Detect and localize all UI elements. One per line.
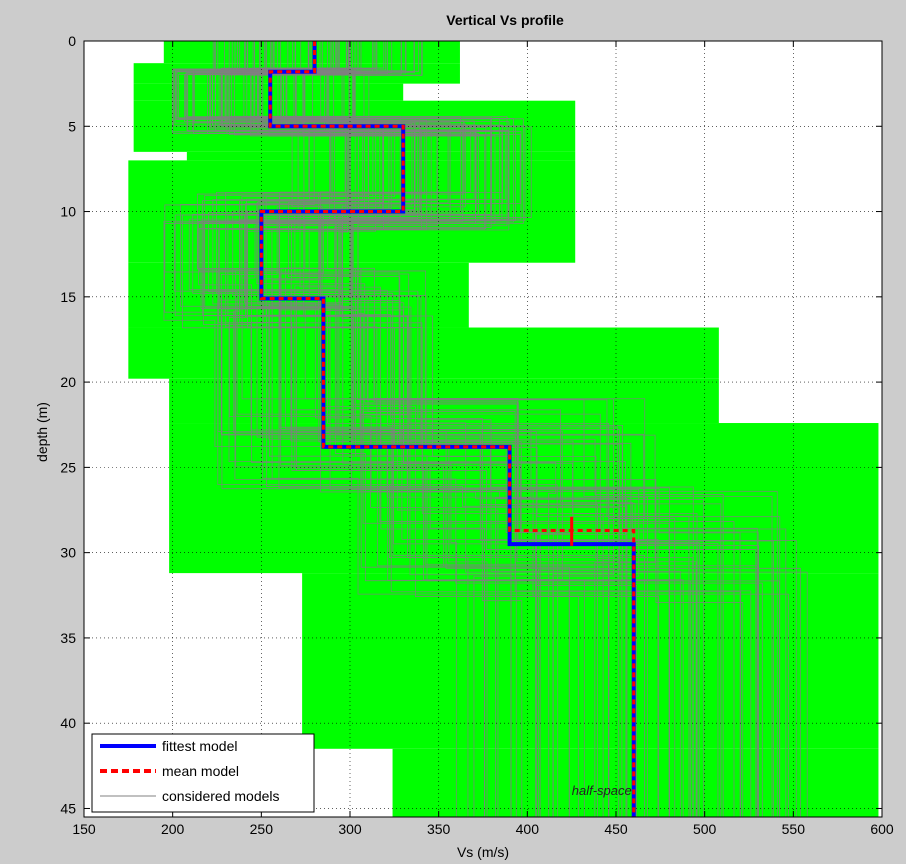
considered-model	[186, 41, 659, 817]
y-axis-label: depth (m)	[34, 402, 50, 462]
y-axis-ticks: 0 5 10 15 20 25 30 35 40 45	[60, 33, 882, 816]
considered-model	[234, 41, 724, 817]
x-axis-label: Vs (m/s)	[457, 844, 509, 860]
x-tick-label: 150	[72, 821, 96, 837]
x-tick-label: 300	[338, 821, 362, 837]
considered-model	[291, 41, 648, 817]
considered-model	[184, 41, 742, 817]
considered-model	[245, 41, 735, 817]
considered-model	[192, 41, 694, 817]
considered-model	[232, 41, 488, 817]
considered-model	[174, 41, 645, 817]
x-tick-label: 600	[870, 821, 894, 837]
considered-model	[254, 41, 759, 817]
x-tick-label: 350	[427, 821, 451, 837]
considered-model	[202, 41, 620, 817]
y-tick-label: 10	[60, 204, 76, 220]
considered-model	[265, 41, 705, 817]
considered-model	[277, 41, 524, 817]
considered-model	[172, 41, 541, 817]
considered-model	[295, 41, 774, 817]
considered-model	[225, 41, 670, 817]
considered-model	[164, 41, 670, 817]
x-tick-label: 400	[516, 821, 540, 837]
plot-frame	[83, 40, 883, 818]
legend-label-fittest: fittest model	[162, 738, 237, 754]
y-tick-label: 30	[60, 545, 76, 561]
considered-model	[181, 41, 808, 817]
mean-model-line	[259, 41, 636, 817]
search-range-layer-0	[163, 41, 460, 64]
considered-model	[270, 41, 609, 817]
y-tick-label: 40	[60, 715, 76, 731]
considered-model	[210, 41, 797, 817]
x-tick-label: 450	[604, 821, 628, 837]
considered-model	[287, 41, 523, 817]
considered-model	[212, 41, 656, 817]
y-tick-label: 0	[68, 33, 76, 49]
considered-model	[220, 41, 645, 817]
grid-lines	[84, 41, 882, 817]
considered-models	[163, 41, 808, 817]
considered-model	[178, 41, 601, 817]
considered-model	[259, 41, 781, 817]
considered-model	[193, 41, 604, 817]
considered-model	[234, 41, 757, 817]
considered-model	[176, 41, 623, 817]
considered-model	[244, 41, 773, 817]
considered-model	[219, 41, 514, 817]
x-tick-label: 250	[250, 821, 274, 837]
considered-model	[200, 41, 697, 817]
considered-model	[226, 41, 659, 817]
chart-title: Vertical Vs profile	[446, 12, 564, 28]
y-tick-label: 15	[60, 289, 76, 305]
y-tick-label: 35	[60, 630, 76, 646]
search-range-layer-10	[302, 573, 879, 749]
x-tick-label: 500	[693, 821, 717, 837]
search-range-layer-7	[128, 327, 719, 379]
plot-area	[83, 40, 883, 818]
considered-model	[225, 41, 684, 817]
considered-model	[237, 41, 691, 817]
legend-label-mean: mean model	[162, 763, 239, 779]
x-tick-label: 550	[782, 821, 806, 837]
x-axis-ticks: 150 200 250 300 350 400 450 500 550 600	[72, 41, 894, 837]
x-tick-label: 200	[161, 821, 185, 837]
y-tick-label: 20	[60, 374, 76, 390]
y-tick-label: 5	[68, 118, 76, 134]
y-tick-label: 25	[60, 459, 76, 475]
legend-label-considered: considered models	[162, 788, 280, 804]
considered-model	[180, 41, 627, 817]
considered-model	[198, 41, 758, 817]
considered-model	[227, 41, 676, 817]
legend: fittest model mean model considered mode…	[91, 733, 315, 813]
considered-model	[262, 41, 579, 817]
half-space-annotation: half-space	[572, 783, 632, 798]
considered-model	[187, 41, 559, 817]
considered-model	[188, 41, 698, 817]
considered-model	[221, 41, 698, 817]
considered-model	[271, 41, 787, 817]
considered-model	[290, 41, 801, 817]
y-tick-label: 45	[60, 800, 76, 816]
model-profiles	[259, 41, 636, 817]
considered-model	[221, 41, 741, 817]
search-range-layer-4	[186, 151, 576, 161]
